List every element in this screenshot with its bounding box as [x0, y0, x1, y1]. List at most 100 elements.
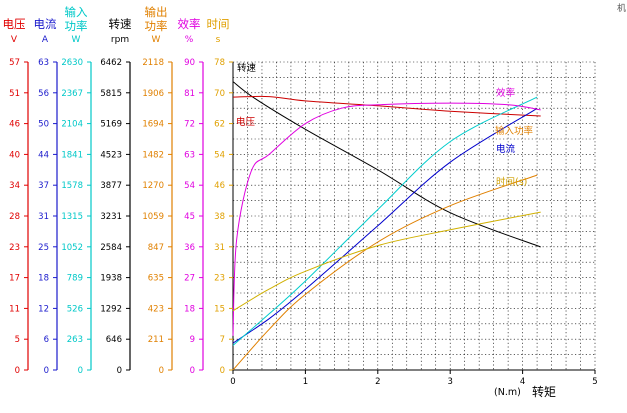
scale-tick-label: 27 [184, 274, 195, 284]
series-line-t [232, 211, 541, 312]
scale-tick-label: 2367 [61, 89, 83, 99]
x-tick-label: 0 [230, 377, 235, 387]
scale-tick-label: 31 [38, 212, 49, 222]
scale-tick-label: 81 [184, 89, 195, 99]
scale-tick-label: 45 [184, 212, 195, 222]
scale-t: 0 7 15 23 31 38 46 54 62 70 78 时间 s [207, 17, 233, 376]
scale-tick-label: 1315 [61, 212, 83, 222]
scale-tick-label: 28 [9, 212, 20, 222]
scale-tick-label: 1906 [142, 89, 164, 99]
scale-tick-label: 2118 [142, 58, 164, 68]
x-tick-label: 2 [375, 377, 380, 387]
scale-tick-label: 57 [9, 58, 20, 68]
series-lines [232, 81, 541, 371]
scale-tick-label: 38 [214, 212, 225, 222]
scale-title: 电流 [34, 17, 57, 31]
scale-unit: W [72, 35, 81, 45]
scale-tick-label: 1270 [142, 181, 164, 191]
scale-tick-label: 0 [15, 366, 20, 376]
scale-title: 转速 [109, 17, 132, 31]
series-label-A: 电流 [496, 143, 516, 155]
scale-tick-label: 1052 [61, 243, 83, 253]
scale-unit: s [216, 35, 221, 45]
scale-tick-label: 0 [190, 366, 195, 376]
scale-tick-label: 635 [148, 274, 164, 284]
scale-tick-label: 5815 [100, 89, 122, 99]
scale-title: 电压 [3, 17, 26, 31]
scale-tick-label: 211 [148, 335, 164, 345]
scale-tick-label: 2584 [100, 243, 122, 253]
scale-eff: 0 9 18 27 36 45 54 63 72 81 90 效率% [178, 17, 204, 376]
scale-tick-label: 36 [184, 243, 195, 253]
scale-tick-label: 63 [184, 150, 195, 160]
corner-mark: 机 [617, 2, 626, 14]
series-line-rpm [232, 81, 541, 248]
scale-tick-label: 4523 [100, 150, 122, 160]
scale-unit: W [152, 35, 161, 45]
scale-tick-label: 72 [184, 120, 195, 130]
scale-tick-label: 1482 [142, 150, 164, 160]
scale-unit: V [11, 35, 18, 45]
series-label-V: 电压 [236, 116, 256, 128]
x-tick-label: 3 [447, 377, 452, 387]
scale-tick-label: 46 [214, 181, 225, 191]
scale-tick-label: 0 [220, 366, 225, 376]
scale-tick-label: 15 [214, 304, 225, 314]
scale-tick-label: 646 [106, 335, 122, 345]
scale-tick-label: 54 [184, 181, 195, 191]
scale-tick-label: 3877 [100, 181, 122, 191]
scale-title: 输出 [145, 5, 168, 19]
scale-tick-label: 54 [214, 150, 225, 160]
series-label-t: 时间(s) [496, 176, 527, 188]
scale-tick-label: 17 [9, 274, 20, 284]
scale-tick-label: 51 [9, 89, 20, 99]
scale-tick-label: 526 [67, 304, 83, 314]
scale-tick-label: 1841 [61, 150, 83, 160]
scale-title: 时间 [207, 17, 230, 31]
scale-tick-label: 37 [38, 181, 49, 191]
scale-tick-label: 0 [159, 366, 164, 376]
series-label-W_in: 输入功率 [495, 125, 534, 137]
scale-tick-label: 12 [38, 304, 49, 314]
scale-tick-label: 6 [44, 335, 49, 345]
scale-tick-label: 34 [9, 181, 20, 191]
scale-tick-label: 63 [38, 58, 49, 68]
scale-tick-label: 1938 [100, 274, 122, 284]
series-line-W_in [232, 96, 538, 346]
series-label-eff: 效率 [496, 87, 516, 99]
scale-tick-label: 1578 [61, 181, 83, 191]
scale-tick-label: 847 [148, 243, 164, 253]
scale-rpm: 0 646 1292 1938 2584 3231 3877 4523 5169 5815 6462… [100, 17, 132, 376]
x-tick-label: 1 [303, 377, 308, 387]
scale-W_in: 0 263 526 789 1052 1315 1578 1841 2104 2367 2630 输入… [61, 5, 92, 376]
scale-tick-label: 23 [9, 243, 20, 253]
scale-tick-label: 9 [190, 335, 195, 345]
x-axis-unit: (N.m) [494, 387, 521, 398]
scale-tick-label: 5 [15, 335, 20, 345]
scale-unit: A [42, 35, 49, 45]
scale-tick-label: 6462 [100, 58, 122, 68]
scale-tick-label: 1059 [142, 212, 164, 222]
scale-unit: % [185, 35, 194, 45]
scale-tick-label: 2104 [61, 120, 83, 130]
scale-tick-label: 3231 [100, 212, 122, 222]
scale-A: 0 6 12 18 25 31 37 44 50 56 63 电流 A [34, 17, 58, 376]
scale-title: 功率 [145, 19, 168, 33]
scale-tick-label: 90 [184, 58, 195, 68]
scale-tick-label: 23 [214, 274, 225, 284]
scale-tick-label: 18 [38, 274, 49, 284]
scale-tick-label: 56 [38, 89, 49, 99]
scale-tick-label: 2630 [61, 58, 83, 68]
scale-tick-label: 423 [148, 304, 164, 314]
scale-tick-label: 0 [78, 366, 83, 376]
scale-title: 功率 [65, 19, 88, 33]
scale-tick-label: 40 [9, 150, 20, 160]
series-label-rpm: 转速 [237, 62, 257, 74]
scale-W_out: 0 211 423 635 847 1059 1270 1482 1694 1906 2118 输出功… [142, 5, 173, 376]
series-line-A [232, 107, 538, 344]
scale-tick-label: 46 [9, 120, 20, 130]
series-line-V [232, 95, 541, 117]
scale-tick-label: 0 [44, 366, 49, 376]
scale-tick-label: 11 [9, 304, 20, 314]
